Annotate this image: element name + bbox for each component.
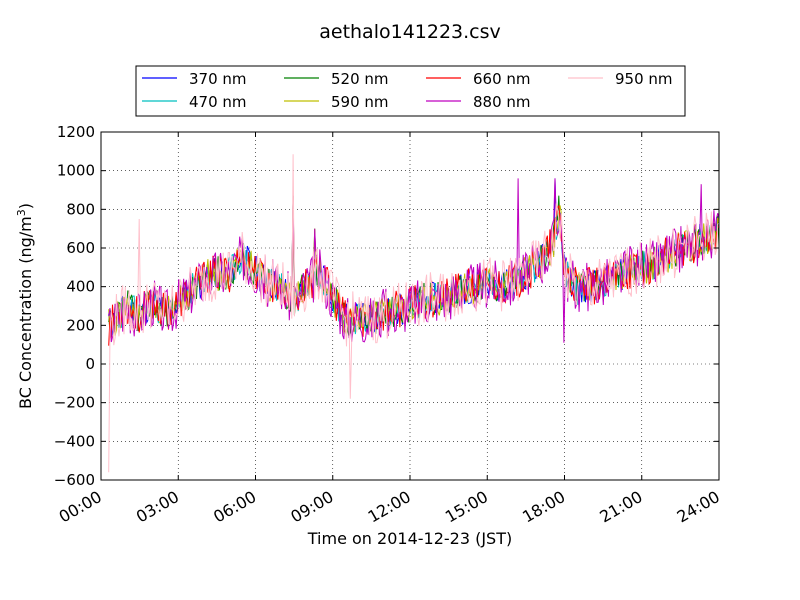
legend-label: 660 nm xyxy=(473,70,531,88)
legend-label: 470 nm xyxy=(189,93,247,111)
y-axis-label: BC Concentration (ng/m3) xyxy=(15,203,35,409)
series-line xyxy=(108,178,719,343)
legend-label: 370 nm xyxy=(189,70,247,88)
y-tick-label: 800 xyxy=(66,200,95,218)
x-tick-label: 06:00 xyxy=(210,487,259,527)
y-tick-label: 1000 xyxy=(57,162,95,180)
grid xyxy=(101,132,719,480)
x-tick-label: 03:00 xyxy=(133,487,182,527)
legend-label: 880 nm xyxy=(473,93,531,111)
legend-frame xyxy=(135,65,686,117)
x-tick-label: 18:00 xyxy=(519,487,568,527)
x-tick-label: 21:00 xyxy=(596,487,645,527)
y-tick-label: 400 xyxy=(66,278,95,296)
y-tick-label: 600 xyxy=(66,239,95,257)
y-tick-label: −600 xyxy=(54,471,95,489)
y-tick-label: −400 xyxy=(54,432,95,450)
y-tick-label: −200 xyxy=(54,394,95,412)
x-tick-label: 15:00 xyxy=(442,487,491,527)
chart-title: aethalo141223.csv xyxy=(319,21,501,43)
x-axis-label: Time on 2014-12-23 (JST) xyxy=(307,529,512,548)
legend-label: 590 nm xyxy=(331,93,389,111)
legend: 370 nm 470 nm 520 nm 590 nm 660 nm 880 nm 950 … xyxy=(135,65,686,117)
series-line xyxy=(108,154,719,473)
x-tick-label: 12:00 xyxy=(365,487,414,527)
legend-label: 950 nm xyxy=(615,70,673,88)
x-tick-label: 00:00 xyxy=(56,487,105,527)
x-tick-label: 24:00 xyxy=(674,487,723,527)
y-tick-label: 1200 xyxy=(57,123,95,141)
legend-label: 520 nm xyxy=(331,70,389,88)
x-tick-label: 09:00 xyxy=(287,487,336,527)
y-axis: −600 −400 −200 0 200 400 600 800 1000 1200 xyxy=(54,123,719,489)
series-lines xyxy=(108,154,719,473)
y-tick-label: 200 xyxy=(66,316,95,334)
y-tick-label: 0 xyxy=(85,355,95,373)
